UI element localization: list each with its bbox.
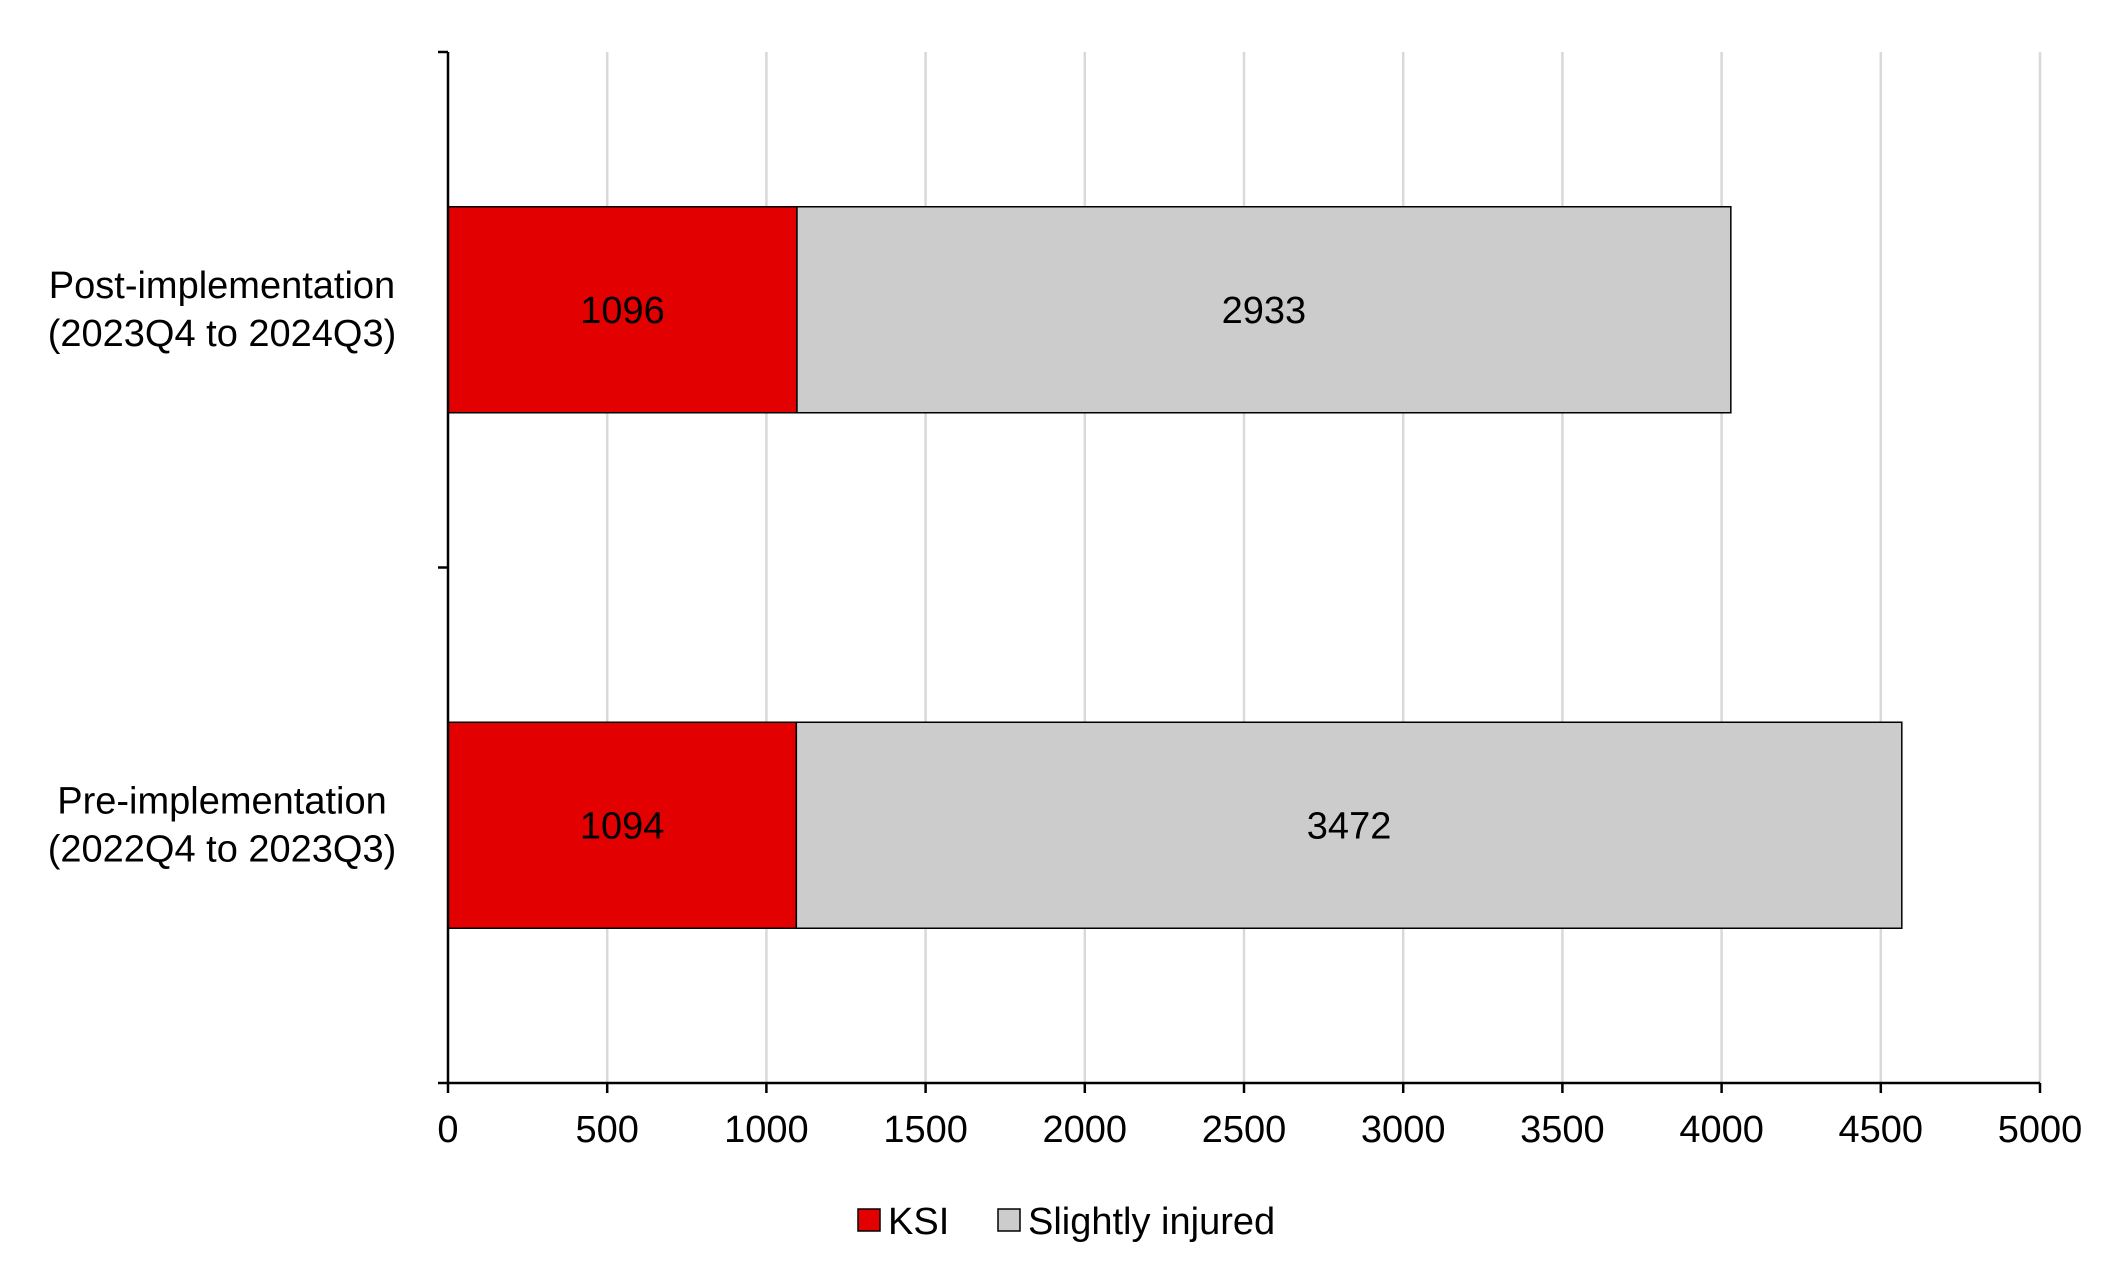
bar-ksi-1 (447, 721, 798, 929)
legend-label: Slightly injured (1028, 1201, 1275, 1243)
x-tick-label: 4000 (1679, 1109, 1764, 1151)
bar-slightly-injured-0 (796, 206, 1732, 414)
data-label: 2933 (1222, 290, 1307, 332)
legend-swatch-ksi (857, 1208, 881, 1232)
category-label-line2: (2022Q4 to 2023Q3) (48, 828, 397, 870)
legend-swatch-slightly-injured (997, 1208, 1021, 1232)
category-label-line2: (2023Q4 to 2024Q3) (48, 313, 397, 355)
x-tick-label: 2500 (1202, 1109, 1287, 1151)
x-tick-label: 500 (575, 1109, 638, 1151)
bar-slightly-injured-1 (795, 721, 1903, 929)
legend-label: KSI (888, 1201, 949, 1243)
x-tick-label: 0 (437, 1109, 458, 1151)
x-tick-label: 1000 (724, 1109, 809, 1151)
x-tick-label: 3500 (1520, 1109, 1605, 1151)
bars: 1096 2933 1094 3472 (447, 206, 1903, 929)
bar-ksi-0 (447, 206, 798, 414)
x-tick-label: 3000 (1361, 1109, 1446, 1151)
category-label-line1: Pre-implementation (57, 780, 386, 822)
data-label: 1096 (580, 290, 665, 332)
x-tick-label: 5000 (1998, 1109, 2083, 1151)
category-label-line1: Post-implementation (49, 265, 395, 307)
x-tick-label: 4500 (1839, 1109, 1924, 1151)
data-label: 1094 (580, 805, 665, 847)
legend: KSI Slightly injured (857, 1201, 1275, 1243)
axes: Post-implementation (2023Q4 to 2024Q3) Pre… (48, 50, 2083, 1151)
x-tick-label: 2000 (1043, 1109, 1128, 1151)
data-label: 3472 (1307, 805, 1392, 847)
x-tick-label: 1500 (883, 1109, 968, 1151)
